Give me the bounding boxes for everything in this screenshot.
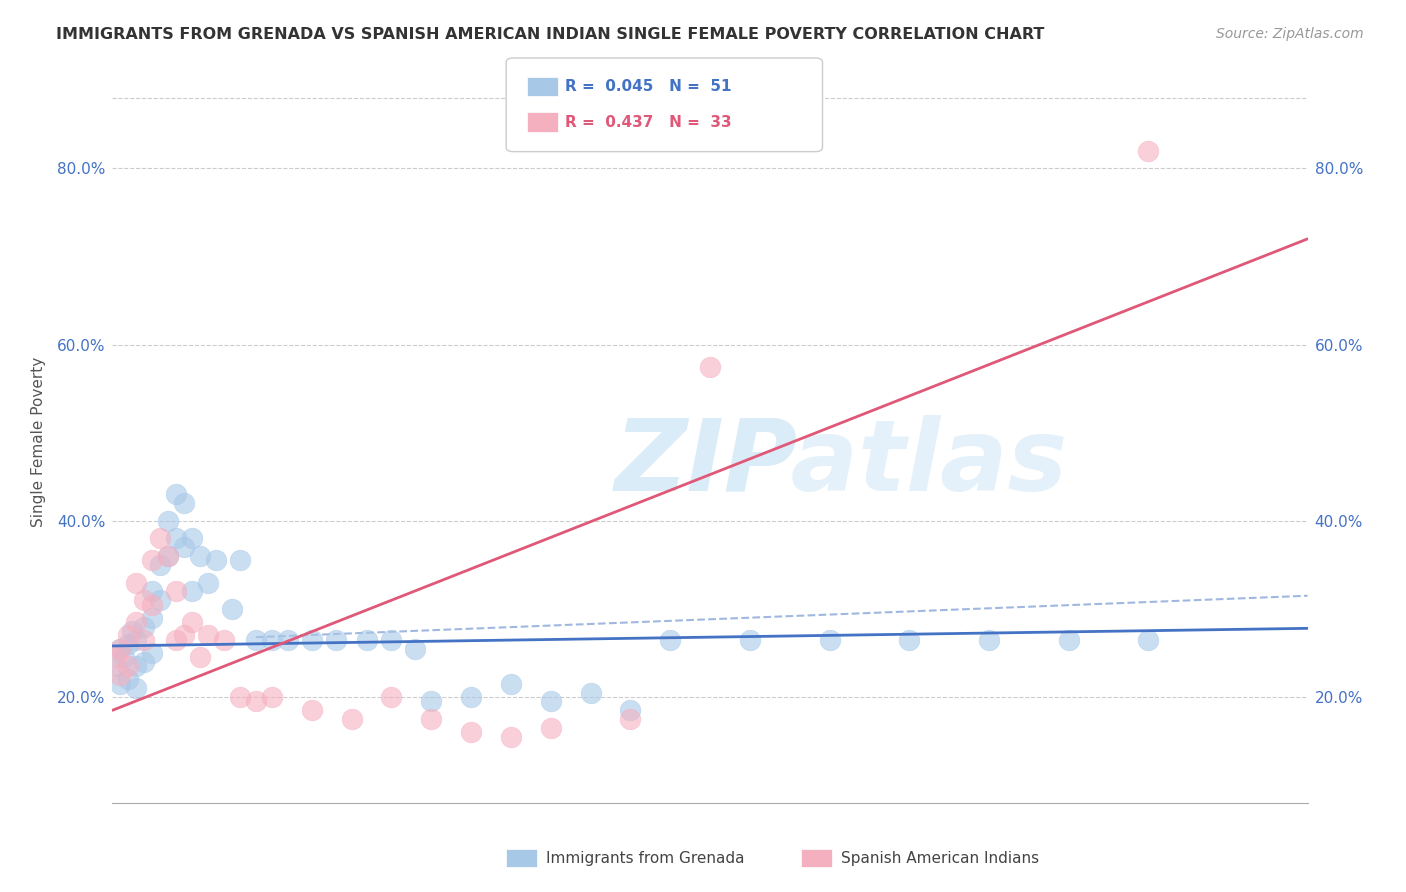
Point [114,650,135,665]
Point [165,532,187,546]
Point [818,632,841,647]
Point [173,628,195,642]
Point [125,575,148,590]
Point [141,611,163,625]
Point [898,632,921,647]
Point [181,584,204,599]
Text: Spanish American Indians: Spanish American Indians [841,851,1039,865]
Point [1137,632,1160,647]
Point [157,549,180,563]
Point [149,558,172,572]
Point [229,553,252,567]
Point [356,632,378,647]
Text: ZIP: ZIP [614,415,797,512]
Point [105,650,128,665]
Text: R =  0.437   N =  33: R = 0.437 N = 33 [565,115,733,129]
Text: ZIPatlas: ZIPatlas [614,415,1067,512]
Point [165,584,187,599]
Point [134,655,156,669]
Point [221,602,243,616]
Point [141,553,163,567]
Point [125,659,148,673]
Point [325,632,347,647]
Point [157,514,180,528]
Point [380,690,402,704]
Point [110,641,132,656]
Point [738,632,761,647]
Point [699,359,721,374]
Point [1057,632,1080,647]
Point [205,553,228,567]
Point [540,721,562,735]
Point [134,593,156,607]
Point [260,690,283,704]
Point [977,632,1000,647]
Point [499,677,522,691]
Point [197,628,219,642]
Point [105,659,128,673]
Point [212,632,235,647]
Point [121,624,143,638]
Point [141,646,163,660]
Point [540,694,562,708]
Point [181,532,204,546]
Y-axis label: Single Female Poverty: Single Female Poverty [31,357,46,526]
Point [619,712,641,726]
Point [117,628,139,642]
Text: Source: ZipAtlas.com: Source: ZipAtlas.com [1216,27,1364,41]
Point [125,632,148,647]
Point [134,632,156,647]
Point [340,712,363,726]
Point [125,681,148,696]
Point [157,549,180,563]
Point [117,637,139,651]
Point [149,593,172,607]
Point [141,598,163,612]
Point [460,725,482,739]
Point [619,703,641,717]
Point [110,641,132,656]
Point [110,668,132,682]
Point [149,532,172,546]
Point [197,575,219,590]
Point [579,686,602,700]
Point [420,694,443,708]
Point [125,615,148,630]
Point [229,690,252,704]
Point [499,730,522,744]
Text: R =  0.045   N =  51: R = 0.045 N = 51 [565,79,731,94]
Point [141,584,163,599]
Point [277,632,299,647]
Point [404,641,426,656]
Point [245,632,267,647]
Point [173,496,195,510]
Point [245,694,267,708]
Point [110,677,132,691]
Point [460,690,482,704]
Point [301,632,323,647]
Text: Immigrants from Grenada: Immigrants from Grenada [546,851,744,865]
Point [420,712,443,726]
Point [117,659,139,673]
Point [659,632,682,647]
Point [165,487,187,501]
Point [134,619,156,633]
Point [165,632,187,647]
Text: IMMIGRANTS FROM GRENADA VS SPANISH AMERICAN INDIAN SINGLE FEMALE POVERTY CORRELA: IMMIGRANTS FROM GRENADA VS SPANISH AMERI… [56,27,1045,42]
Point [188,650,211,665]
Point [173,541,195,555]
Point [181,615,204,630]
Point [1137,144,1160,158]
Point [188,549,211,563]
Point [301,703,323,717]
Point [380,632,402,647]
Point [260,632,283,647]
Point [117,673,139,687]
